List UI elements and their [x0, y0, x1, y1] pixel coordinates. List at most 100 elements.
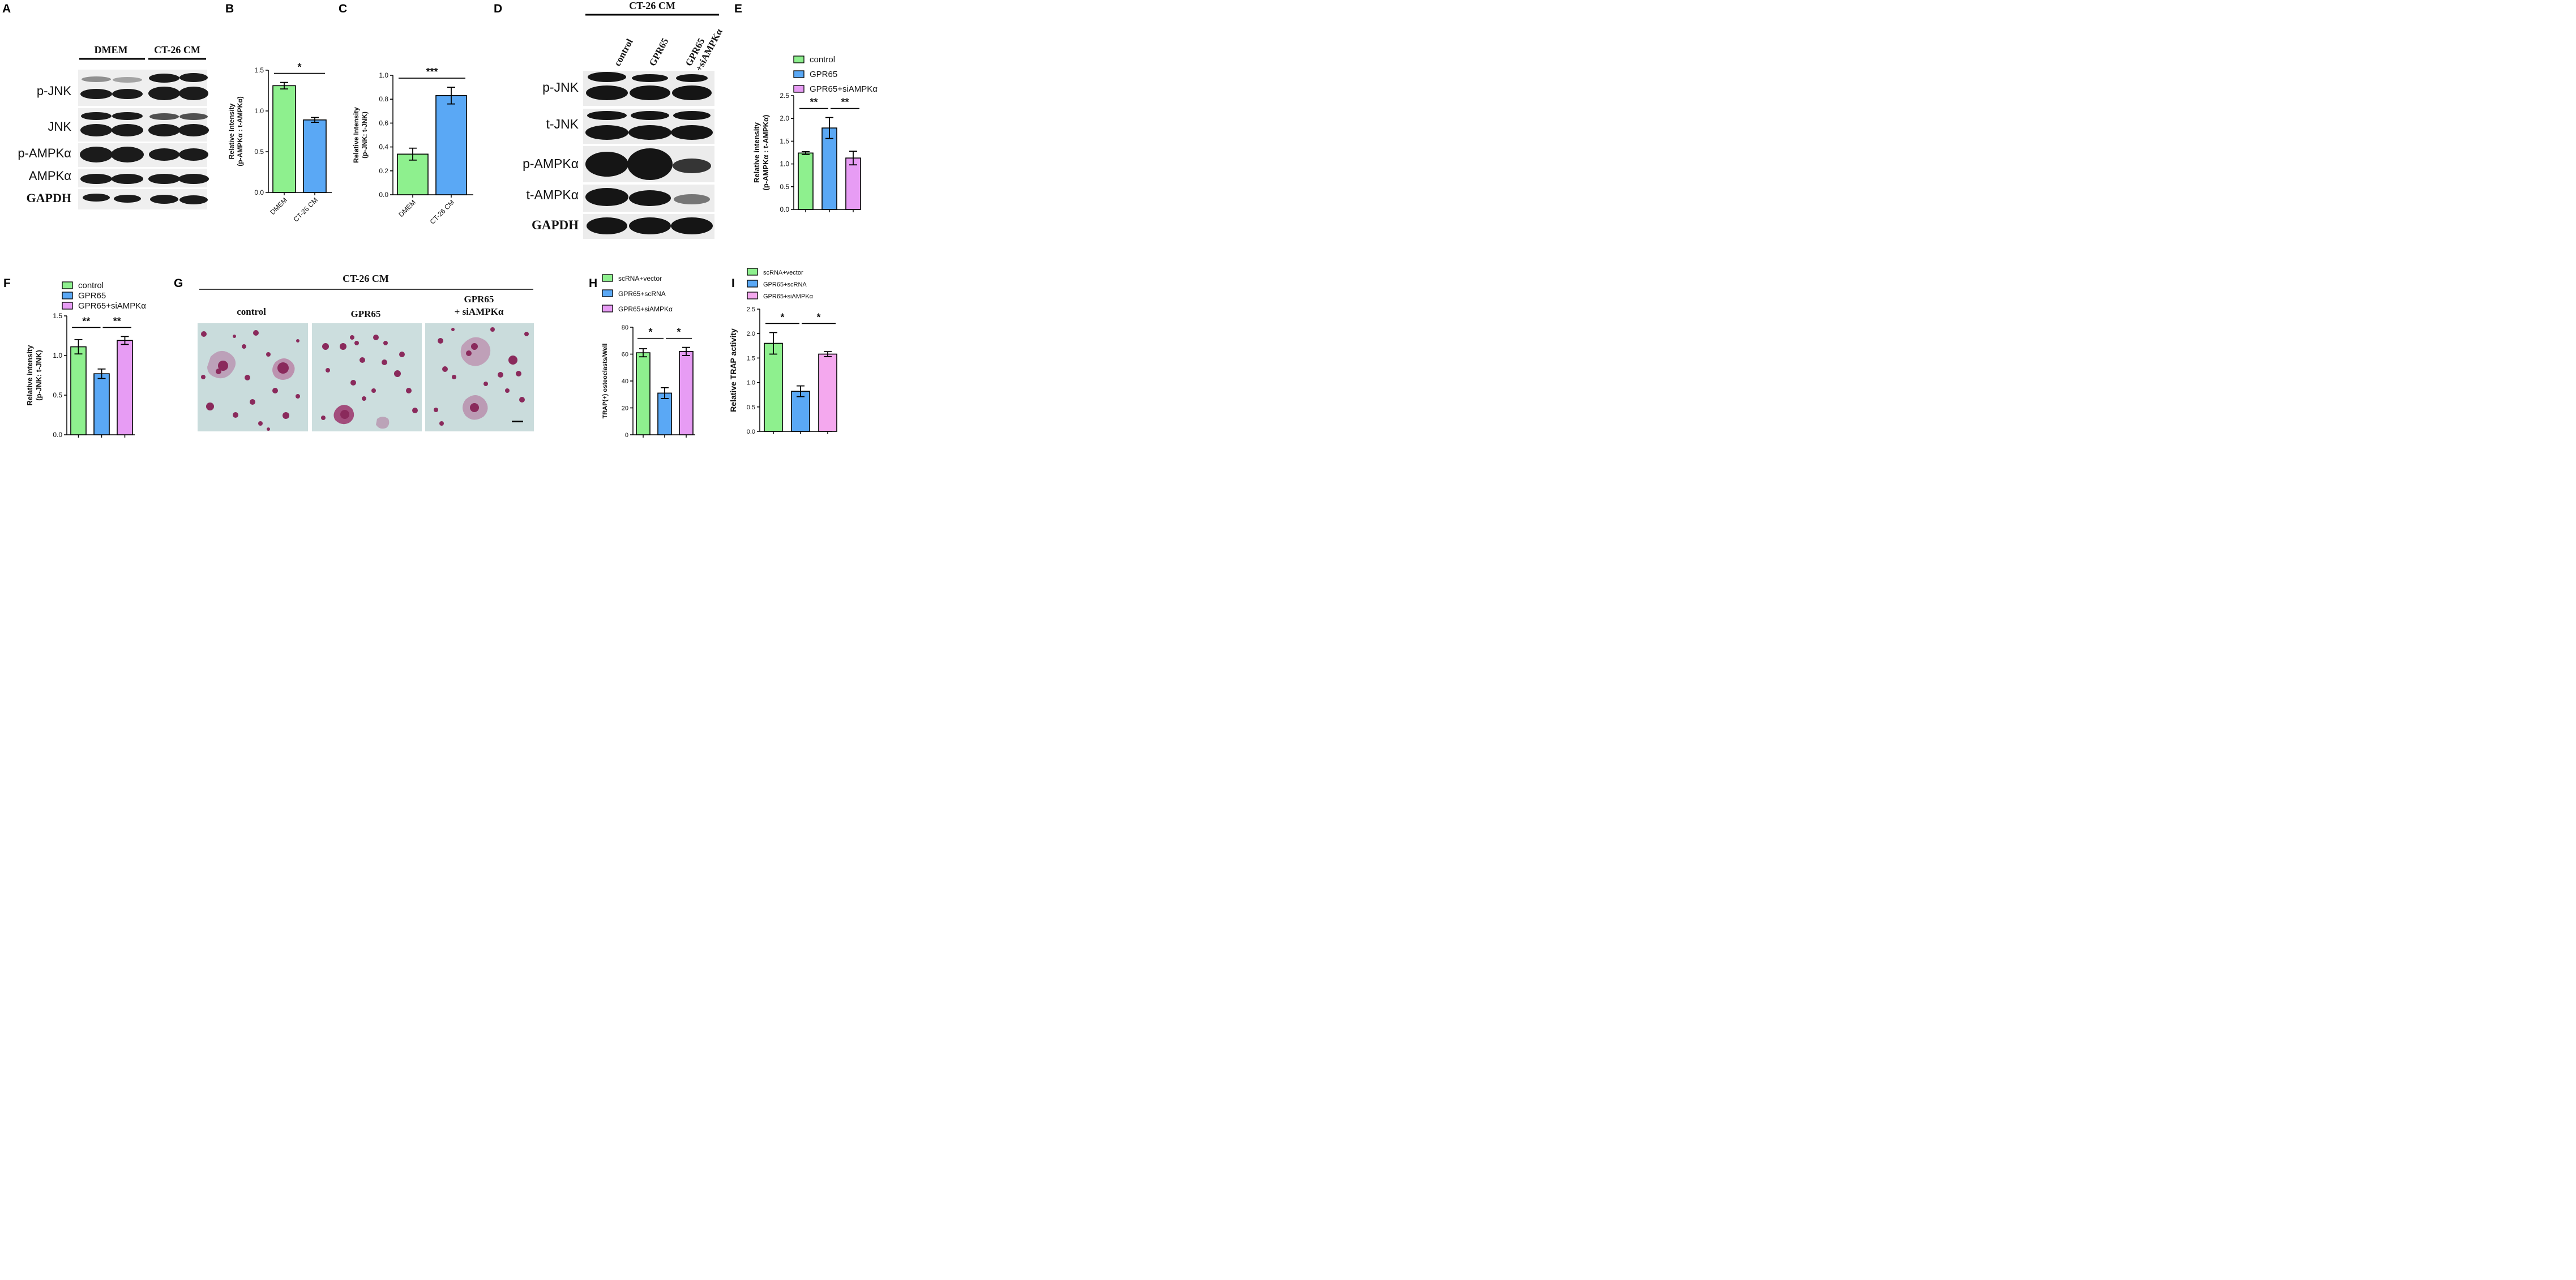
y-tick-label: 0.5 [747, 404, 755, 411]
y-tick-label: 20 [622, 405, 628, 412]
y-axis-label: Relative intensity(p-JNK: t-JNK) [25, 345, 43, 406]
bar [791, 391, 810, 432]
bar-chart-h: 0 20 40 60 80 TRAP(+) osteoclasts/Well * * scRNA… [602, 274, 695, 439]
bar [679, 350, 694, 435]
y-axis-label: Relative intensity(p-AMPKα : t-AMPKα) [752, 115, 770, 191]
legend-swatch [62, 292, 73, 299]
blot-d-lane-label: GPR65+siAMPKα [683, 22, 725, 74]
significance-label: * [297, 62, 301, 73]
bar-chart-f: 0.0 0.5 1.0 1.5 Relative intensity(p-JNK: t-… [25, 281, 146, 439]
bar [818, 353, 837, 432]
blot-a-row-label: AMPKα [29, 169, 71, 183]
blot-d-lane-label: GPR65 [647, 36, 671, 68]
micrograph-gpr65-siampk [425, 323, 534, 431]
legend-label: control [78, 281, 104, 290]
x-tick-label: DMEM [397, 198, 417, 219]
significance-label: * [677, 327, 681, 338]
micrograph-panel-g: CT-26 CM control GPR65 GPR65 + siAMPKα [198, 273, 534, 431]
y-tick-label: 0.8 [379, 95, 388, 103]
y-tick-label: 0.0 [747, 429, 755, 435]
blot-d-row-label: p-JNK [542, 80, 579, 95]
bar [272, 85, 296, 193]
legend-label: GPR65 [810, 70, 837, 79]
blot-bands-pampk [80, 147, 208, 162]
panel-label-b: B [225, 2, 234, 15]
significance-label: ** [810, 97, 818, 108]
y-tick-label: 0.6 [379, 119, 388, 127]
bar [303, 119, 327, 193]
significance-label: * [648, 327, 652, 338]
y-tick-label: 1.0 [747, 380, 755, 387]
blot-d-row-label: t-JNK [546, 117, 579, 131]
blot-d-bands-pjnk [586, 72, 712, 100]
significance-label: ** [113, 315, 121, 327]
blot-d-row-label: GAPDH [532, 218, 579, 232]
y-tick-label: 1.0 [780, 160, 789, 168]
y-tick-label: 1.0 [254, 107, 264, 115]
y-tick-label: 0 [625, 432, 628, 439]
significance-label: * [816, 311, 820, 323]
y-axis-label-line: (p-JNK: t-JNK) [35, 350, 43, 401]
y-axis-label-line: TRAP(+) osteoclasts/Well [602, 344, 609, 419]
y-tick-label: 2.0 [780, 114, 789, 122]
y-tick-label: 0.4 [379, 143, 388, 151]
y-tick-label: 0.0 [780, 206, 789, 213]
legend-swatch [602, 274, 613, 282]
blot-bands-pjnk [80, 73, 208, 100]
bar [657, 392, 672, 435]
legend-label: GPR65+siAMPKα [78, 301, 146, 311]
y-tick-label: 80 [622, 324, 628, 331]
y-tick-label: 2.5 [747, 306, 755, 313]
legend-label: GPR65+siAMPKα [763, 293, 814, 300]
blot-bands-gapdh [83, 194, 208, 204]
blot-d-bands-tampk [585, 188, 710, 206]
blot-d-header: CT-26 CM [629, 0, 675, 11]
legend-label: GPR65+scRNA [763, 281, 807, 288]
y-axis-label: Relative TRAP activity [729, 328, 738, 412]
y-tick-label: 0.5 [53, 391, 62, 399]
legend-label: control [810, 55, 835, 65]
y-axis-label: Relative Intensity(p-JNK: t-JNK) [352, 107, 369, 163]
micrograph-control [198, 323, 308, 431]
legend-swatch [602, 305, 613, 312]
legend-swatch [793, 85, 805, 93]
blot-d-bands-pampk [585, 148, 711, 180]
y-tick-label: 0.5 [254, 148, 264, 156]
bar [798, 152, 814, 210]
bar-chart-c: 0.0 0.2 0.4 0.6 0.8 1.0 Relative Intensity(p-J… [352, 66, 473, 226]
y-axis-label-line: Relative intensity [752, 122, 761, 183]
panel-label-i: I [731, 277, 735, 290]
blot-bands-ampk [80, 174, 209, 184]
panel-label-f: F [3, 277, 11, 290]
micrograph-label-gpr65: GPR65 [351, 309, 381, 319]
legend-swatch [62, 281, 73, 289]
panel-label-c: C [339, 2, 347, 15]
bar [845, 157, 861, 210]
bar [70, 346, 87, 435]
significance-label: * [780, 311, 784, 323]
panel-label-a: A [2, 2, 11, 15]
bar [435, 95, 467, 195]
y-axis-label-line: (p-AMPKα : t-AMPKα) [236, 96, 244, 166]
blot-bands-jnk [80, 112, 209, 136]
blot-a-row-label: GAPDH [27, 191, 71, 205]
legend-label: scRNA+vector [763, 269, 803, 276]
significance-label: *** [426, 66, 438, 78]
legend-swatch [747, 292, 758, 299]
panel-label-g: G [174, 277, 183, 290]
panel-label-h: H [589, 277, 597, 290]
legend-swatch [747, 268, 758, 276]
y-axis-label: Relative Intensity(p-AMPKα : t-AMPKα) [228, 96, 244, 166]
y-axis-label-line: Relative Intensity [352, 107, 360, 163]
y-tick-label: 60 [622, 352, 628, 358]
legend-label: GPR65+siAMPKα [618, 305, 673, 313]
micrograph-label-gpr65-siampk: GPR65 + siAMPKα [455, 294, 504, 317]
blot-a-group-ct26: CT-26 CM [154, 44, 200, 55]
bar [117, 340, 133, 435]
micrograph-gpr65 [312, 323, 422, 431]
significance-label: ** [82, 315, 90, 327]
y-tick-label: 1.5 [747, 355, 755, 362]
y-axis-label-line: Relative TRAP activity [729, 328, 738, 412]
bar-chart-i: 0.0 0.5 1.0 1.5 2.0 2.5 Relative TRAP activity… [729, 268, 837, 435]
blot-d-bands-tjnk [585, 111, 713, 140]
